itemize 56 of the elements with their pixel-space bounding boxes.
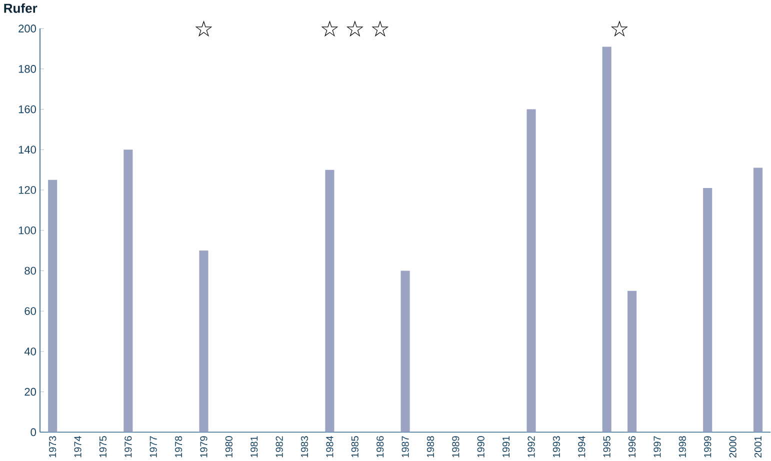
bar	[400, 270, 410, 432]
bar	[124, 149, 133, 432]
x-tick-label: 1984	[326, 436, 334, 458]
x-tick-label: 1985	[351, 436, 358, 458]
bar	[703, 188, 712, 432]
x-tick-label: 1982	[276, 436, 283, 458]
annotation: ☆	[346, 20, 364, 36]
annotation: ☆	[195, 20, 212, 36]
bar	[753, 168, 763, 432]
annotation: ☆	[610, 20, 628, 36]
x-tick-label: 2000	[729, 436, 736, 458]
x-tick-label: 1993	[552, 436, 560, 458]
x-tick-label: 1987	[402, 436, 409, 458]
x-tick-label: 1989	[452, 436, 460, 458]
x-tick-label: 1978	[175, 436, 182, 458]
bar	[325, 170, 334, 432]
x-tick-label: 1999	[704, 436, 712, 458]
y-tick-label: 40	[24, 347, 36, 356]
y-axis-title: Rufer	[4, 3, 38, 13]
x-tick-label: 1996	[628, 436, 636, 458]
x-tick-label: 1980	[225, 436, 232, 458]
x-tick-label: 1974	[74, 436, 82, 458]
y-tick-label: 60	[24, 307, 36, 315]
bar	[526, 109, 536, 432]
y-tick-label: 140	[18, 146, 36, 154]
bar	[199, 250, 208, 432]
x-tick-label: 1977	[150, 436, 157, 458]
annotation: ☆	[321, 20, 338, 36]
x-tick-label: 1981	[250, 436, 258, 458]
y-tick-label: 100	[18, 226, 36, 234]
x-tick-label: 1991	[502, 436, 510, 458]
bar	[602, 46, 612, 432]
x-tick-label: 1986	[376, 436, 384, 458]
y-tick-label: 120	[18, 186, 36, 194]
x-tick-label: 1975	[99, 436, 107, 458]
x-tick-label: 1992	[528, 436, 535, 458]
annotation: ☆	[372, 20, 389, 36]
x-tick-label: 1994	[578, 436, 586, 458]
y-tick-label: 80	[24, 266, 36, 274]
y-tick-label: 0	[30, 428, 36, 436]
x-tick-label: 1983	[300, 436, 308, 458]
x-tick-label: 1976	[124, 436, 132, 458]
y-tick-label: 20	[24, 388, 36, 396]
x-tick-label: 1973	[49, 436, 56, 458]
bar	[48, 180, 58, 432]
x-tick-label: 1990	[477, 436, 484, 458]
x-tick-label: 1988	[426, 436, 434, 458]
x-tick-label: 1997	[654, 436, 661, 458]
x-tick-label: 1979	[200, 436, 208, 458]
bar	[628, 290, 637, 432]
y-tick-label: 200	[18, 24, 36, 32]
x-tick-label: 2001	[754, 436, 762, 458]
y-tick-label: 180	[18, 64, 36, 73]
y-tick-label: 160	[18, 105, 36, 114]
x-tick-label: 1995	[603, 436, 610, 458]
x-tick-label: 1998	[678, 436, 686, 458]
